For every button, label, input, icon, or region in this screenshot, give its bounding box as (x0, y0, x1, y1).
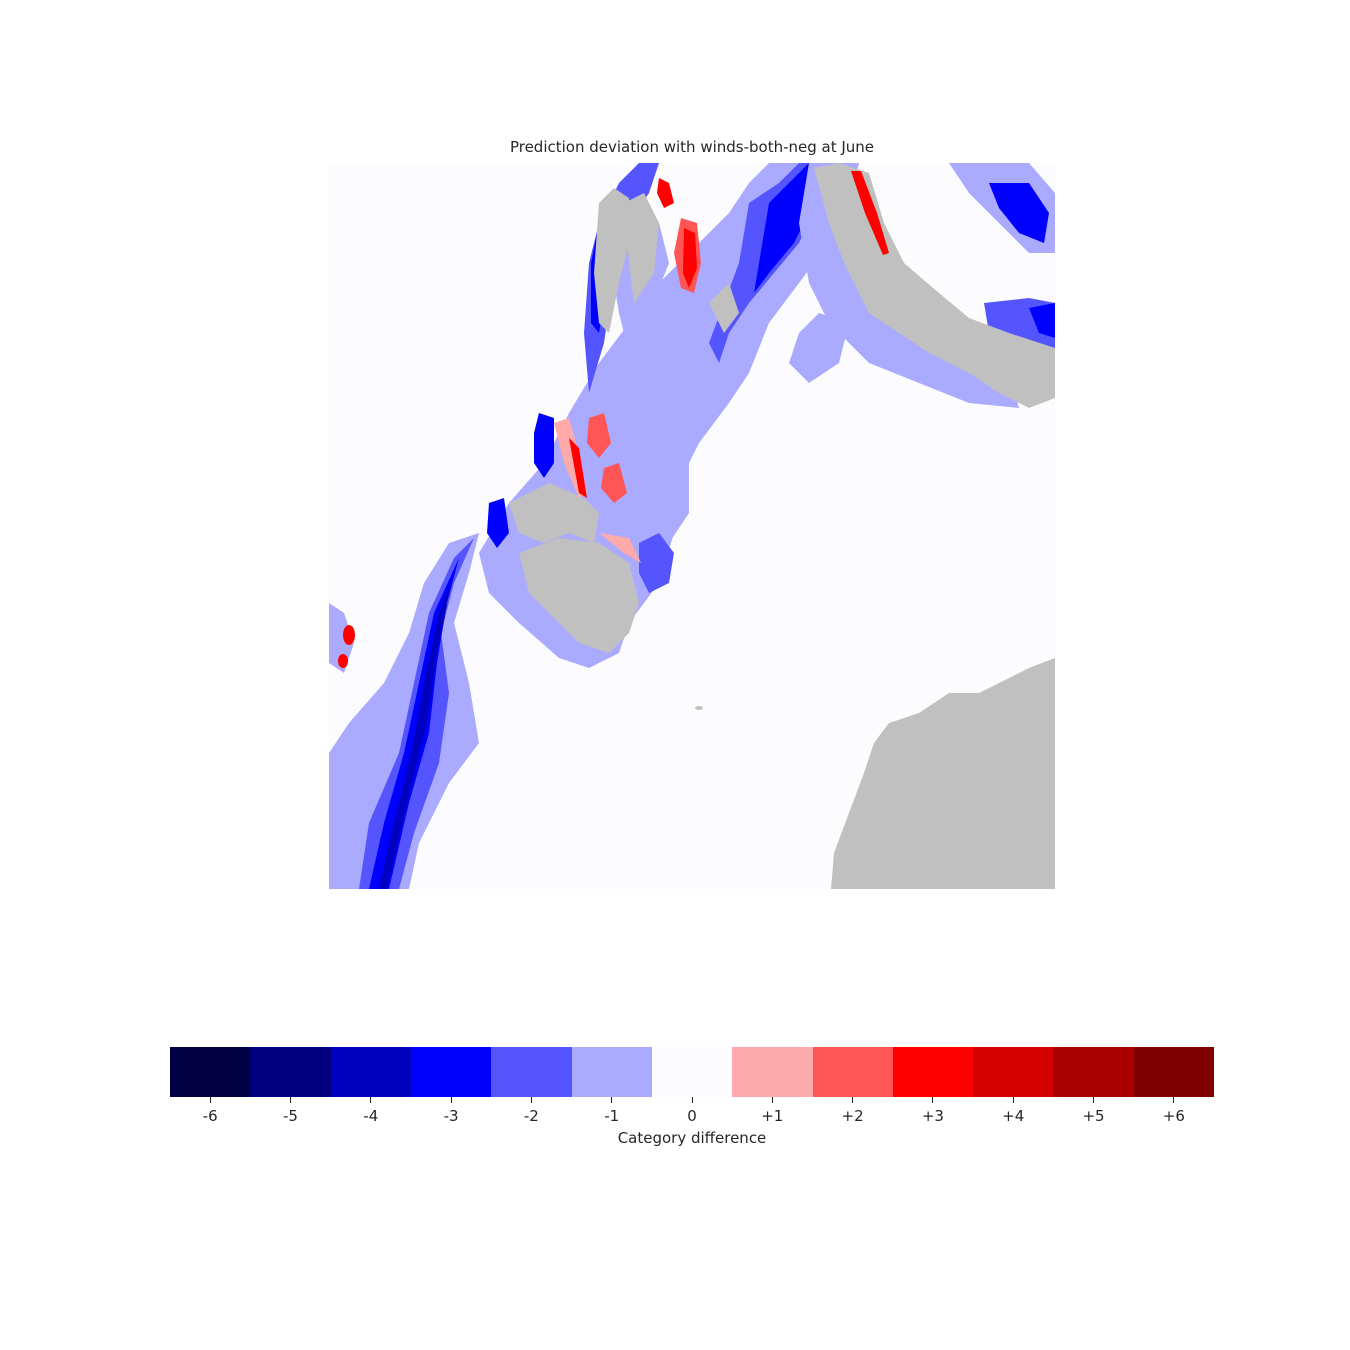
chart-title: Prediction deviation with winds-both-neg… (329, 138, 1055, 156)
colorbar-segment (973, 1047, 1053, 1097)
colorbar-tick: +6 (1154, 1097, 1194, 1125)
colorbar-tick-label: +1 (752, 1107, 792, 1125)
colorbar-tick-mark (451, 1097, 452, 1103)
colorbar-tick-label: +2 (833, 1107, 873, 1125)
colorbar-tick-mark (1013, 1097, 1014, 1103)
colorbar-segment (491, 1047, 571, 1097)
colorbar-tick-mark (852, 1097, 853, 1103)
colorbar-tick-mark (1173, 1097, 1174, 1103)
colorbar-tick: 0 (672, 1097, 712, 1125)
colorbar-tick: +1 (752, 1097, 792, 1125)
colorbar-tick: +4 (993, 1097, 1033, 1125)
colorbar-segment (1134, 1047, 1214, 1097)
colorbar-segment (813, 1047, 893, 1097)
deviation-region (343, 625, 355, 645)
colorbar-tick-label: +5 (1074, 1107, 1114, 1125)
deviation-map (329, 163, 1055, 889)
colorbar-tick-mark (692, 1097, 693, 1103)
colorbar-segment (170, 1047, 250, 1097)
colorbar (170, 1047, 1214, 1097)
colorbar-ticks: -6 -5 -4 -3 -2 -1 0 +1 +2 +3 +4 +5 +6 (170, 1097, 1214, 1127)
colorbar-tick-mark (1093, 1097, 1094, 1103)
colorbar-segment (732, 1047, 812, 1097)
colorbar-tick-label: -6 (190, 1107, 230, 1125)
colorbar-tick: +5 (1074, 1097, 1114, 1125)
colorbar-tick: +2 (833, 1097, 873, 1125)
colorbar-tick-label: -5 (270, 1107, 310, 1125)
deviation-region (338, 654, 348, 668)
colorbar-segment (331, 1047, 411, 1097)
colorbar-segment (411, 1047, 491, 1097)
colorbar-tick-mark (611, 1097, 612, 1103)
colorbar-tick-mark (772, 1097, 773, 1103)
colorbar-segment (250, 1047, 330, 1097)
colorbar-tick-mark (290, 1097, 291, 1103)
colorbar-tick-mark (210, 1097, 211, 1103)
colorbar-tick-label: -4 (351, 1107, 391, 1125)
colorbar-tick: -2 (511, 1097, 551, 1125)
colorbar-tick-label: -2 (511, 1107, 551, 1125)
colorbar-tick-mark (531, 1097, 532, 1103)
colorbar-tick: -4 (351, 1097, 391, 1125)
colorbar-tick-mark (932, 1097, 933, 1103)
colorbar-tick-label: -3 (431, 1107, 471, 1125)
colorbar-segment (893, 1047, 973, 1097)
colorbar-tick: -1 (592, 1097, 632, 1125)
colorbar-label: Category difference (170, 1129, 1214, 1147)
colorbar-tick-label: +3 (913, 1107, 953, 1125)
colorbar-tick: +3 (913, 1097, 953, 1125)
colorbar-tick: -3 (431, 1097, 471, 1125)
colorbar-tick: -6 (190, 1097, 230, 1125)
colorbar-segment (652, 1047, 732, 1097)
colorbar-tick: -5 (270, 1097, 310, 1125)
colorbar-segment (572, 1047, 652, 1097)
colorbar-tick-mark (370, 1097, 371, 1103)
land-region (695, 706, 703, 710)
colorbar-tick-label: -1 (592, 1107, 632, 1125)
colorbar-segment (1053, 1047, 1133, 1097)
colorbar-tick-label: 0 (672, 1107, 712, 1125)
colorbar-tick-label: +6 (1154, 1107, 1194, 1125)
colorbar-tick-label: +4 (993, 1107, 1033, 1125)
